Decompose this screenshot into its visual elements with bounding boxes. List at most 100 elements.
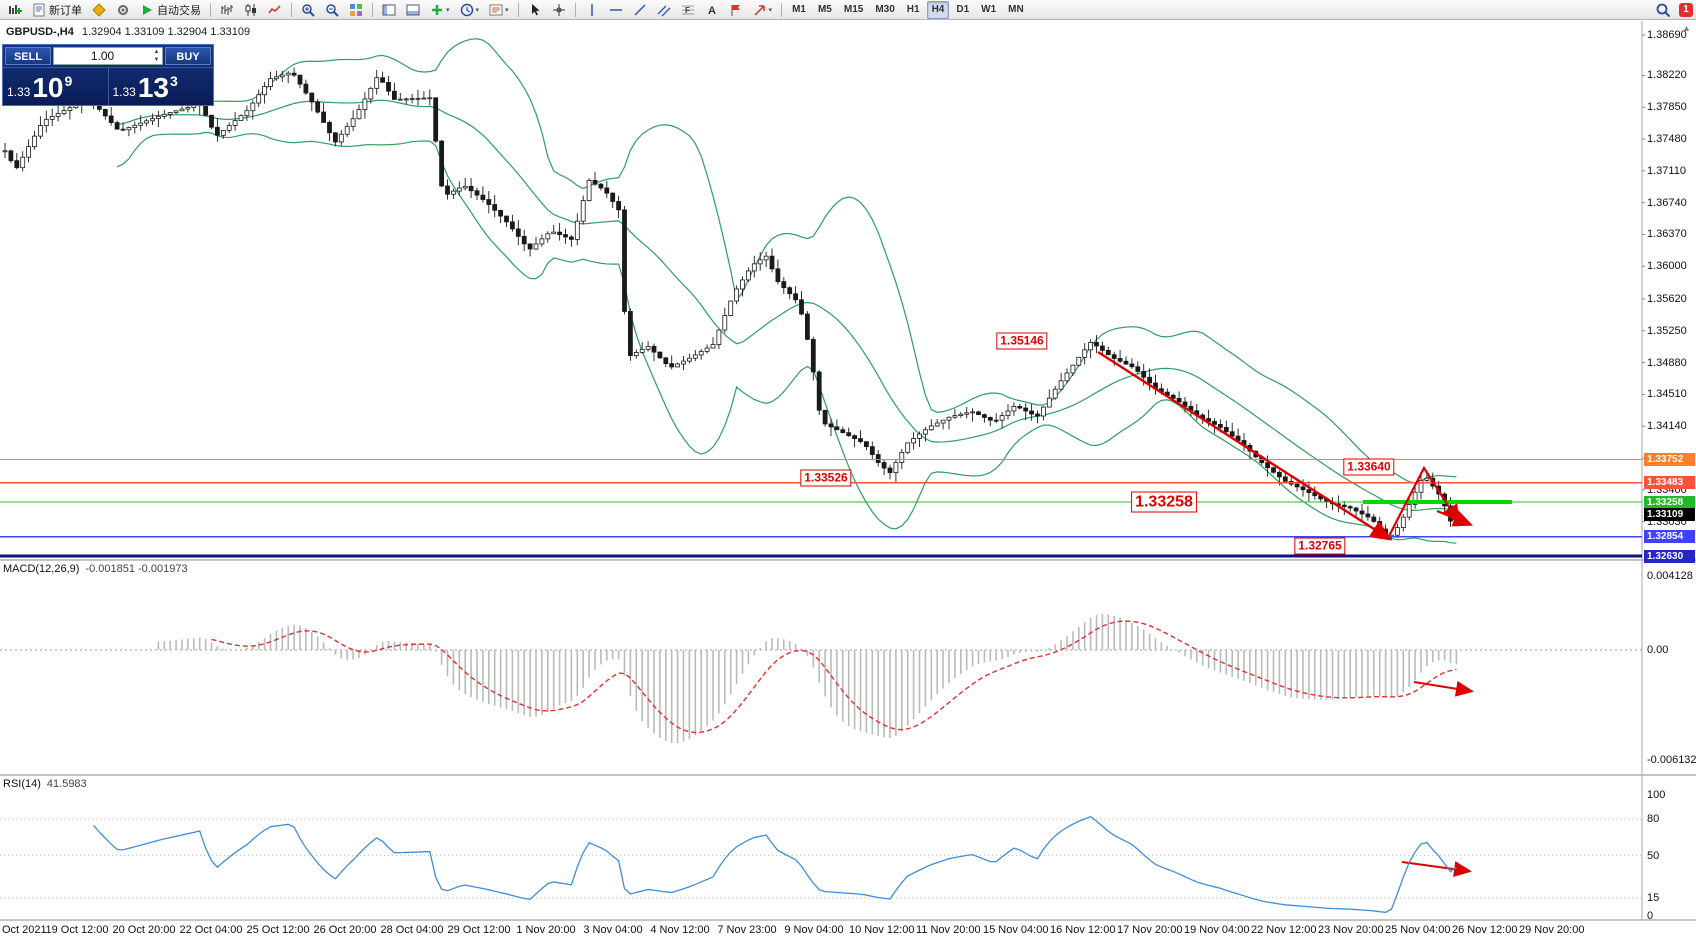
channel-button[interactable] [653, 1, 675, 19]
period-menu-button[interactable]: ▾ [456, 1, 484, 19]
chevron-down-icon[interactable]: ▾ [768, 6, 773, 14]
time-axis-label: 25 Nov 04:00 [1385, 924, 1451, 936]
main-chart-area [0, 38, 1642, 558]
indicators-button[interactable] [88, 1, 110, 19]
vertical-line-button[interactable] [581, 1, 603, 19]
candlestick-series [2, 67, 1459, 540]
zoom-in-button[interactable] [297, 1, 319, 19]
ohlc-quotes: 1.32904 1.33109 1.32904 1.33109 [81, 26, 251, 38]
price-annotation-1.33640[interactable]: 1.33640 [1343, 458, 1395, 476]
price-tick-label: 1.34510 [1647, 388, 1687, 401]
rsi-level-label: 0 [1647, 910, 1654, 922]
volume-stepper[interactable]: ▲ ▼ [151, 48, 162, 64]
tile-windows-icon [350, 3, 362, 16]
arrange-left-button[interactable] [378, 1, 400, 19]
zoom-in-icon [302, 3, 315, 17]
label-tool-button[interactable] [725, 1, 747, 19]
chevron-down-icon[interactable]: ▾ [446, 6, 450, 14]
price-axis-box-1.33483: 1.33483 [1644, 476, 1695, 490]
shapes-button[interactable]: ▾ [749, 1, 777, 19]
tf-M30[interactable]: M30 [875, 4, 895, 15]
new-chart-button[interactable] [4, 1, 26, 19]
time-axis-label: 1 Nov 20:00 [516, 924, 576, 936]
bounce-arrow[interactable] [1387, 465, 1461, 539]
scripts-button[interactable] [112, 1, 134, 19]
line-chart-button[interactable] [264, 1, 286, 19]
text-tool-button[interactable]: A [701, 1, 723, 19]
bollinger-upper [117, 38, 1457, 484]
add-indicator-button[interactable]: ▾ [426, 1, 454, 19]
tf-H1[interactable]: H1 [906, 4, 920, 15]
drop-arrow[interactable] [1436, 509, 1474, 527]
buy-price-sup: 3 [170, 73, 178, 89]
svg-text:A: A [708, 5, 716, 17]
rsi-arrow[interactable] [1401, 861, 1472, 878]
cursor-button[interactable] [524, 1, 546, 19]
tf-W1[interactable]: W1 [981, 4, 997, 15]
tf-MN[interactable]: MN [1008, 4, 1024, 15]
time-axis-label: 10 Nov 12:00 [849, 924, 915, 936]
template-menu-button[interactable]: ▾ [485, 1, 513, 19]
toolbar-separator [291, 2, 292, 17]
tf-M5[interactable]: M5 [817, 4, 832, 15]
time-axis-label: 19 Oct 12:00 [45, 924, 109, 936]
horizontal-line-button[interactable] [605, 1, 627, 19]
sell-button[interactable]: SELL [5, 47, 51, 65]
macd-signal-line [211, 620, 1457, 734]
tf-M1[interactable]: M1 [792, 4, 806, 15]
tf-H4[interactable]: H4 [926, 0, 950, 19]
shapes-icon [754, 4, 765, 16]
chevron-down-icon[interactable]: ▾ [505, 6, 509, 14]
buy-button[interactable]: BUY [165, 47, 211, 65]
price-annotation-1.33526[interactable]: 1.33526 [800, 469, 852, 487]
indicators-icon [92, 2, 106, 17]
notification-badge[interactable]: 1 [1679, 2, 1693, 17]
macd-name: MACD(12,26,9) [3, 563, 80, 575]
price-tick-label: 1.36370 [1647, 228, 1687, 241]
fibonacci-button[interactable]: F [677, 1, 699, 19]
macd-arrow[interactable] [1413, 680, 1474, 697]
tf-M15[interactable]: M15 [843, 4, 864, 15]
tf-D1[interactable]: D1 [956, 4, 970, 15]
autotrade-button[interactable]: 自动交易 [136, 1, 205, 19]
new-order-button[interactable]: 新订单 [28, 1, 86, 19]
candlestick-chart-icon [245, 3, 256, 16]
buy-price: 1.33 13 3 [109, 68, 214, 105]
price-tick-label: 1.38690 [1647, 29, 1687, 41]
volume-down-icon[interactable]: ▼ [153, 57, 160, 63]
time-axis-label: 20 Oct 20:00 [112, 924, 176, 936]
arrange-bottom-button[interactable] [402, 1, 424, 19]
macd-scale-label: -0.006132 [1647, 753, 1696, 766]
volume-up-icon[interactable]: ▲ [153, 49, 160, 55]
chevron-down-icon[interactable]: ▾ [475, 6, 480, 14]
arrange-bottom-icon [406, 4, 420, 15]
price-tick-label: 1.36740 [1647, 196, 1687, 209]
time-axis-label: 23 Nov 20:00 [1318, 924, 1384, 936]
time-axis-label: 28 Oct 04:00 [380, 924, 444, 936]
tile-windows-button[interactable] [345, 1, 367, 19]
price-tick-label: 1.36000 [1647, 260, 1687, 273]
time-axis-label: 19 Nov 04:00 [1184, 924, 1250, 936]
zoom-out-button[interactable] [321, 1, 343, 19]
chart-scroll-up-icon[interactable]: ▲ [1682, 23, 1691, 33]
price-tick-label: 1.34880 [1647, 356, 1687, 369]
price-axis-box-1.33752: 1.33752 [1644, 453, 1695, 467]
trend-arrow[interactable] [1097, 350, 1393, 541]
toolbar-separator [210, 2, 211, 17]
price-annotation-1.33258[interactable]: 1.33258 [1131, 491, 1197, 513]
crosshair-button[interactable] [548, 1, 570, 19]
price-axis-box-1.32854: 1.32854 [1644, 530, 1695, 544]
rsi-level-label: 50 [1647, 849, 1660, 862]
price-axis-box-1.32630: 1.32630 [1644, 549, 1695, 563]
trendline-button[interactable] [629, 1, 651, 19]
price-annotation-1.35146[interactable]: 1.35146 [996, 332, 1048, 350]
volume-input[interactable]: 1.00 ▲ ▼ [53, 47, 163, 65]
bar-chart-button[interactable] [216, 1, 238, 19]
search-button[interactable] [1652, 1, 1674, 19]
price-tick-label: 1.37850 [1647, 101, 1687, 114]
channel-icon [657, 5, 671, 16]
bar-chart-icon [221, 4, 233, 15]
candlestick-chart-button[interactable] [240, 1, 262, 19]
price-annotation-1.32765[interactable]: 1.32765 [1294, 537, 1346, 555]
